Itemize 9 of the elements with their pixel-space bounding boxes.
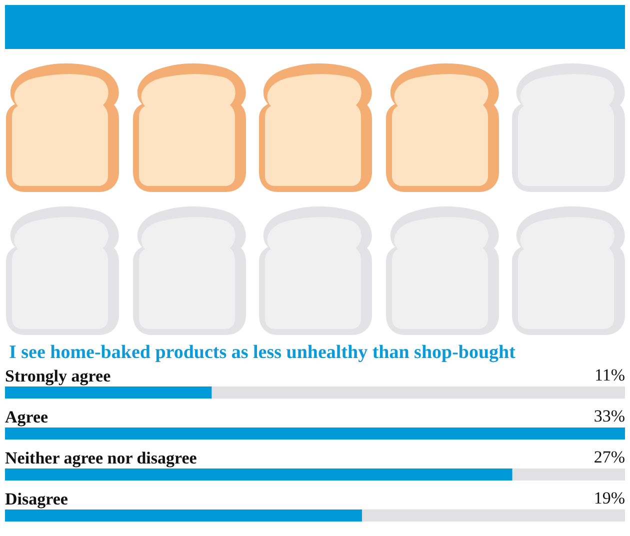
- data-label: 27%: [594, 448, 625, 466]
- data-label: 19%: [594, 488, 625, 508]
- y-tick-label: Neither agree nor disagree: [5, 448, 198, 468]
- y-tick-label: Strongly agree: [5, 366, 112, 386]
- y-tick-label: Agree: [5, 408, 49, 426]
- y-tick-label: Disagree: [5, 490, 68, 508]
- chart-title: I see home-baked products as less unhealthy than shop-bought: [9, 342, 516, 363]
- data-label: 33%: [594, 406, 625, 426]
- data-label: 11%: [594, 366, 625, 384]
